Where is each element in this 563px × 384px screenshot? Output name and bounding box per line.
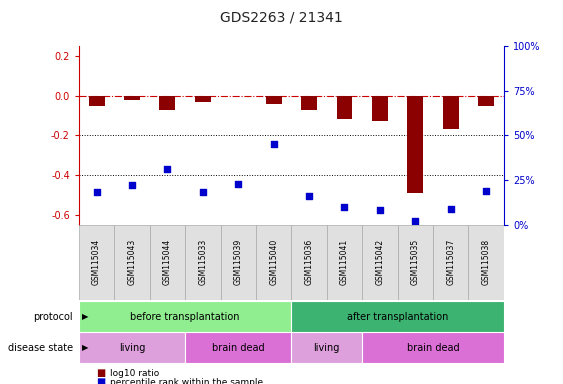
Bar	[159, 96, 175, 109]
Point	[340, 204, 349, 210]
Bar	[79, 332, 185, 363]
Point	[127, 182, 136, 189]
Text: ▶: ▶	[82, 312, 88, 321]
Text: disease state: disease state	[8, 343, 73, 353]
Text: GSM115034: GSM115034	[92, 239, 101, 285]
Text: GDS2263 / 21341: GDS2263 / 21341	[220, 11, 343, 25]
Text: ■: ■	[96, 368, 105, 378]
Bar	[185, 332, 292, 363]
Text: before transplantation: before transplantation	[131, 312, 240, 322]
Point	[411, 218, 420, 224]
Text: GSM115038: GSM115038	[482, 239, 491, 285]
Bar	[266, 96, 282, 104]
Bar	[79, 301, 292, 332]
Bar	[292, 332, 362, 363]
Point	[446, 205, 455, 212]
Text: after transplantation: after transplantation	[347, 312, 448, 322]
Bar	[88, 96, 105, 106]
Bar	[478, 96, 494, 106]
Bar	[443, 96, 459, 129]
Bar	[292, 225, 327, 300]
Bar	[408, 96, 423, 193]
Bar	[195, 96, 211, 102]
Text: log10 ratio: log10 ratio	[110, 369, 159, 378]
Text: GSM115039: GSM115039	[234, 239, 243, 285]
Text: GSM115043: GSM115043	[127, 239, 136, 285]
Point	[163, 166, 172, 172]
Text: GSM115036: GSM115036	[305, 239, 314, 285]
Text: GSM115044: GSM115044	[163, 239, 172, 285]
Point	[198, 189, 207, 195]
Bar	[327, 225, 362, 300]
Text: living: living	[314, 343, 340, 353]
Point	[482, 188, 491, 194]
Point	[376, 207, 385, 214]
Bar	[397, 225, 433, 300]
Point	[92, 189, 101, 195]
Text: ▶: ▶	[82, 343, 88, 352]
Bar	[150, 225, 185, 300]
Point	[234, 180, 243, 187]
Point	[305, 193, 314, 199]
Point	[269, 141, 278, 147]
Bar	[372, 96, 388, 121]
Bar	[468, 225, 504, 300]
Bar	[124, 96, 140, 99]
Bar	[362, 225, 397, 300]
Bar	[337, 96, 352, 119]
Bar	[79, 225, 114, 300]
Bar	[433, 225, 468, 300]
Text: protocol: protocol	[34, 312, 73, 322]
Text: GSM115040: GSM115040	[269, 239, 278, 285]
Text: ■: ■	[96, 377, 105, 384]
Bar	[185, 225, 221, 300]
Text: GSM115033: GSM115033	[198, 239, 207, 285]
Text: percentile rank within the sample: percentile rank within the sample	[110, 377, 263, 384]
Text: GSM115037: GSM115037	[446, 239, 455, 285]
Text: brain dead: brain dead	[406, 343, 459, 353]
Bar	[114, 225, 150, 300]
Bar	[362, 332, 504, 363]
Bar	[292, 301, 504, 332]
Text: GSM115042: GSM115042	[376, 239, 385, 285]
Text: brain dead: brain dead	[212, 343, 265, 353]
Text: GSM115041: GSM115041	[340, 239, 349, 285]
Text: GSM115035: GSM115035	[411, 239, 420, 285]
Bar	[256, 225, 292, 300]
Bar	[221, 225, 256, 300]
Bar	[301, 96, 317, 109]
Text: living: living	[119, 343, 145, 353]
